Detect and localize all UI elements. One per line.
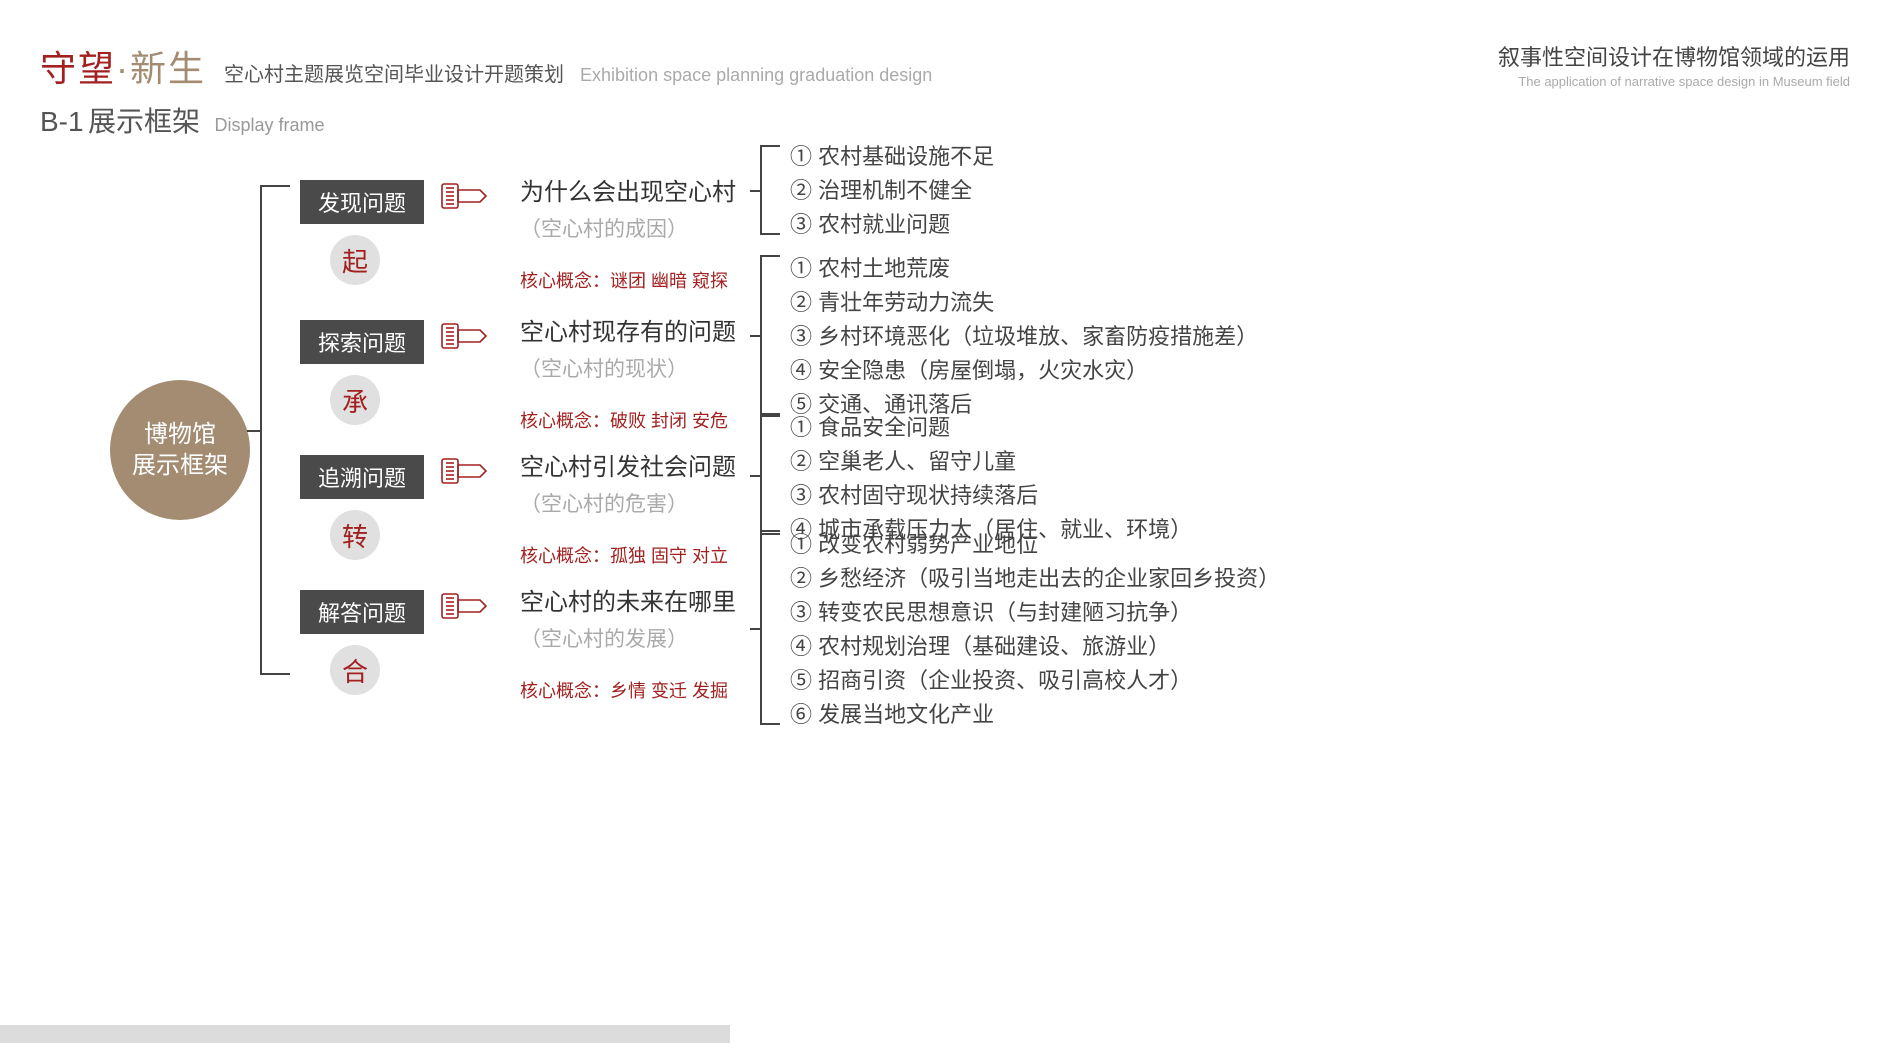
stage-circle: 承	[330, 375, 380, 425]
root-node: 博物馆展示框架	[110, 380, 250, 520]
list-item: ④ 安全隐患（房屋倒塌，火灾水灾）	[790, 354, 1258, 388]
branch-concept: 核心概念：破败 封闭 安危	[520, 407, 770, 433]
branch-subtitle: （空心村的发展）	[520, 623, 770, 653]
branch-tag: 追溯问题	[300, 455, 424, 499]
branch-mid: 为什么会出现空心村 （空心村的成因） 核心概念：谜团 幽暗 窥探	[520, 172, 770, 293]
pointer-icon	[440, 178, 490, 214]
header-subtitle-en: Exhibition space planning graduation des…	[580, 65, 932, 86]
list-item: ⑥ 发展当地文化产业	[790, 698, 1280, 732]
header-right-zh: 叙事性空间设计在博物馆领域的运用	[1498, 40, 1850, 72]
header-subtitle-zh: 空心村主题展览空间毕业设计开题策划	[224, 58, 564, 87]
pointer-icon	[440, 588, 490, 624]
branch-subtitle: （空心村的成因）	[520, 213, 770, 243]
logo-text: 守望·新生	[40, 40, 206, 92]
logo-dot: ·	[116, 48, 130, 89]
section-title-en: Display frame	[215, 115, 325, 135]
display-frame-diagram: 博物馆展示框架 发现问题起 为什么会出现空心村 （空心村的成因） 核心概念：谜团 幽暗…	[110, 140, 1810, 760]
stage-circle: 转	[330, 510, 380, 560]
branch-concept: 核心概念：乡情 变迁 发掘	[520, 677, 770, 703]
list-item: ③ 农村就业问题	[790, 208, 994, 242]
branch-mid: 空心村引发社会问题 （空心村的危害） 核心概念：孤独 固守 对立	[520, 447, 770, 568]
stage-circle: 合	[330, 645, 380, 695]
branch-concept: 核心概念：谜团 幽暗 窥探	[520, 267, 770, 293]
main-bracket	[260, 185, 290, 675]
branch-title: 空心村现存有的问题	[520, 312, 770, 347]
branch-title: 为什么会出现空心村	[520, 172, 770, 207]
stage-circle: 起	[330, 235, 380, 285]
section-title: B-1 展示框架 Display frame	[40, 100, 325, 140]
logo-part1: 守望	[40, 48, 116, 89]
list-item: ① 食品安全问题	[790, 411, 1192, 445]
detail-list: ① 食品安全问题② 空巢老人、留守儿童③ 农村固守现状持续落后④ 城市承载压力大…	[790, 411, 1192, 547]
root-label: 博物馆展示框架	[132, 419, 228, 481]
sub-bracket	[760, 530, 780, 725]
branch-title: 空心村的未来在哪里	[520, 582, 770, 617]
header-right: 叙事性空间设计在博物馆领域的运用 The application of narr…	[1498, 40, 1850, 89]
footer-bar	[0, 1025, 730, 1043]
branch-title: 空心村引发社会问题	[520, 447, 770, 482]
detail-list: ① 改变农村弱势产业地位② 乡愁经济（吸引当地走出去的企业家回乡投资）③ 转变农…	[790, 528, 1280, 733]
sub-bracket	[760, 145, 780, 235]
branch-concept: 核心概念：孤独 固守 对立	[520, 542, 770, 568]
logo-block: 守望·新生 空心村主题展览空间毕业设计开题策划 Exhibition space…	[40, 40, 932, 92]
branch-subtitle: （空心村的现状）	[520, 353, 770, 383]
list-item: ② 青壮年劳动力流失	[790, 286, 1258, 320]
header-right-en: The application of narrative space desig…	[1498, 74, 1850, 89]
section-code: B-1	[40, 106, 84, 137]
list-item: ① 改变农村弱势产业地位	[790, 528, 1280, 562]
list-item: ③ 转变农民思想意识（与封建陋习抗争）	[790, 596, 1280, 630]
sub-bracket	[760, 255, 780, 415]
section-title-zh: 展示框架	[88, 106, 200, 137]
list-item: ③ 乡村环境恶化（垃圾堆放、家畜防疫措施差）	[790, 320, 1258, 354]
logo-part2: 新生	[130, 48, 206, 89]
branch-subtitle: （空心村的危害）	[520, 488, 770, 518]
page-header: 守望·新生 空心村主题展览空间毕业设计开题策划 Exhibition space…	[40, 40, 1850, 92]
detail-list: ① 农村基础设施不足② 治理机制不健全③ 农村就业问题	[790, 140, 994, 242]
list-item: ③ 农村固守现状持续落后	[790, 479, 1192, 513]
pointer-icon	[440, 453, 490, 489]
branch-mid: 空心村的未来在哪里 （空心村的发展） 核心概念：乡情 变迁 发掘	[520, 582, 770, 703]
list-item: ② 乡愁经济（吸引当地走出去的企业家回乡投资）	[790, 562, 1280, 596]
detail-list: ① 农村土地荒废② 青壮年劳动力流失③ 乡村环境恶化（垃圾堆放、家畜防疫措施差）…	[790, 252, 1258, 422]
list-item: ① 农村基础设施不足	[790, 140, 994, 174]
list-item: ⑤ 招商引资（企业投资、吸引高校人才）	[790, 664, 1280, 698]
branch-tag: 解答问题	[300, 590, 424, 634]
sub-bracket	[760, 415, 780, 535]
branch-tag: 探索问题	[300, 320, 424, 364]
list-item: ② 治理机制不健全	[790, 174, 994, 208]
pointer-icon	[440, 318, 490, 354]
list-item: ④ 农村规划治理（基础建设、旅游业）	[790, 630, 1280, 664]
branch-mid: 空心村现存有的问题 （空心村的现状） 核心概念：破败 封闭 安危	[520, 312, 770, 433]
branch-tag: 发现问题	[300, 180, 424, 224]
list-item: ① 农村土地荒废	[790, 252, 1258, 286]
list-item: ② 空巢老人、留守儿童	[790, 445, 1192, 479]
